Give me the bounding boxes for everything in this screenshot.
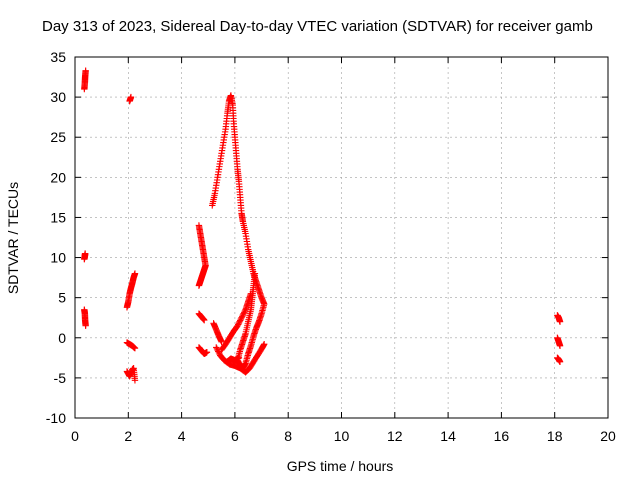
data-point [131, 377, 139, 384]
y-tick-label: 10 [50, 250, 66, 266]
data-point [127, 93, 135, 101]
data-points [81, 67, 564, 384]
y-tick-label: 25 [50, 129, 66, 145]
data-point [235, 354, 243, 362]
data-point [556, 342, 564, 349]
y-axis-ticks: -10 -5 0 5 10 15 20 25 30 35 [46, 49, 608, 426]
data-point [131, 270, 139, 277]
y-tick-label: 15 [50, 209, 66, 225]
data-point [556, 358, 564, 366]
data-point [131, 345, 139, 352]
y-tick-label: -5 [54, 370, 67, 386]
x-tick-label: 8 [284, 428, 292, 444]
x-tick-label: 18 [547, 428, 563, 444]
data-point [251, 270, 259, 277]
x-axis-ticks: 0 2 4 6 8 10 12 14 16 18 20 [71, 57, 616, 444]
y-axis-label: SDTVAR / TECUs [5, 182, 21, 294]
data-point [201, 316, 208, 324]
x-tick-label: 4 [178, 428, 186, 444]
data-point [203, 349, 211, 356]
x-tick-label: 10 [334, 428, 350, 444]
grid-lines [75, 57, 608, 418]
y-tick-label: 5 [58, 290, 66, 306]
y-tick-label: 30 [50, 89, 66, 105]
data-point [81, 250, 89, 257]
data-point [261, 340, 268, 348]
x-tick-label: 12 [387, 428, 403, 444]
x-tick-label: 6 [231, 428, 239, 444]
y-tick-label: 20 [50, 169, 66, 185]
x-tick-label: 0 [71, 428, 79, 444]
data-point [195, 282, 203, 289]
data-point [247, 290, 255, 297]
y-tick-label: 35 [50, 49, 66, 65]
x-tick-label: 2 [124, 428, 132, 444]
y-tick-label: 0 [58, 330, 66, 346]
x-tick-label: 16 [494, 428, 510, 444]
x-tick-label: 20 [600, 428, 616, 444]
y-tick-label: -10 [46, 410, 66, 426]
x-tick-label: 14 [440, 428, 456, 444]
data-point [556, 318, 564, 325]
x-axis-label: GPS time / hours [287, 458, 394, 474]
data-point [82, 322, 89, 329]
chart-title: Day 313 of 2023, Sidereal Day-to-day VTE… [42, 18, 593, 35]
data-point [82, 67, 89, 74]
